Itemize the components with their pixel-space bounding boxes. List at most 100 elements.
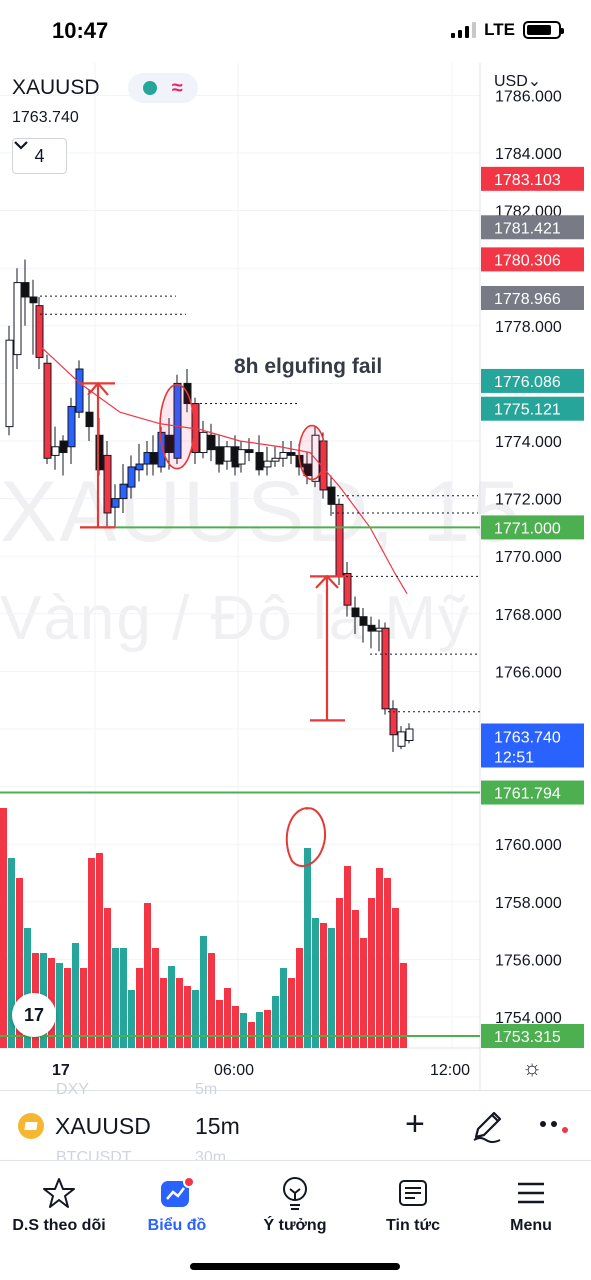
bottom-navigation: D.S theo dõi Biểu đồ Ý tưởng Tin tức Men… [0,1160,591,1280]
volume-bar [336,898,343,1048]
candle-body [398,732,405,746]
candle-body [76,369,83,412]
price-tag-label: 1781.421 [494,220,561,237]
volume-bar [304,848,311,1048]
chevron-down-icon [13,139,29,151]
candle-body [30,297,37,303]
candle-body [360,617,367,626]
tradingview-logo-icon[interactable]: 17 [12,993,56,1037]
candle-body [280,453,287,459]
market-status-pill[interactable]: ≈ [128,73,198,103]
candle-body [68,406,75,446]
volume-bar [0,808,7,1048]
chart-annotation-text[interactable]: 8h elgufing fail [234,355,382,379]
chart-area[interactable]: XAUUSD, 15 Vàng / Đô la Mỹ 1786.000 1784.… [0,63,591,1090]
candle-body [120,484,127,498]
candle-body [208,435,215,449]
nav-item-news[interactable]: Tin tức [354,1161,472,1241]
price-tag-label: 1775.121 [494,402,561,419]
volume-bar [392,908,399,1048]
volume-bar [224,988,231,1048]
drawing-pen-icon[interactable] [470,1109,504,1148]
candle-body [382,628,389,709]
volume-bar [120,948,127,1048]
price-tick-label: 1756.000 [495,952,562,969]
volume-bar [384,878,391,1048]
volume-bar [208,953,215,1048]
candle-body [136,464,143,470]
price-tag-label: 1780.306 [494,252,561,269]
volume-bar [144,903,151,1048]
indicators-toggle-button[interactable]: 4 [12,138,67,174]
volume-bar [184,986,191,1048]
bar-countdown: 12:51 [494,749,534,766]
volume-bar [328,928,335,1048]
candle-body [272,458,279,461]
battery-icon [523,21,561,39]
candle-body [368,625,375,631]
price-tick-label: 1778.000 [495,319,562,336]
candle-body [336,504,343,576]
indicator-count: 4 [34,146,44,167]
volume-bar [344,866,351,1048]
lightbulb-icon [278,1173,312,1213]
add-plus-icon[interactable]: + [405,1107,425,1141]
nav-item-watchlist[interactable]: D.S theo dõi [0,1161,118,1241]
volume-bar [200,936,207,1048]
candle-body [344,573,351,605]
candle-body [6,340,13,426]
candle-body [14,283,21,355]
price-tick-label: 1770.000 [495,549,562,566]
delayed-data-icon: ≈ [172,78,183,98]
nav-item-chart[interactable]: Biểu đồ [118,1161,236,1241]
volume-bar [264,1010,271,1048]
price-tick-label: 1774.000 [495,434,562,451]
gold-bar-icon [18,1113,44,1139]
volume-bar [368,898,375,1048]
highlight-ellipse [160,385,194,469]
candle-body [406,729,413,741]
candle-body [22,283,29,297]
candle-body [104,455,111,513]
timeframe-selector[interactable]: 15m [195,1113,240,1140]
volume-bar [320,923,327,1048]
currency-selector[interactable]: USD⌄ [494,71,541,91]
volume-bar [312,918,319,1048]
candle-body [256,453,263,470]
chart-symbol[interactable]: XAUUSD [12,76,100,100]
price-tag-label: 1778.966 [494,291,561,308]
chart-last-price: 1763.740 [12,109,79,127]
candle-body [264,461,271,467]
volume-bar [240,1013,247,1048]
nav-item-ideas[interactable]: Ý tưởng [236,1161,354,1241]
status-time: 10:47 [52,18,108,44]
time-tick-label: 12:00 [430,1062,470,1079]
volume-bar [128,990,135,1048]
timeframe-picker-prev[interactable]: 5m [195,1081,217,1099]
candle-body [150,453,157,465]
gear-icon[interactable]: ☼ [522,1055,542,1081]
symbol-selector[interactable]: XAUUSD [55,1113,151,1140]
candle-body [390,709,397,735]
candle-body [86,412,93,426]
home-indicator [190,1263,400,1270]
price-tag-label: 1783.103 [494,172,561,189]
candle-body [36,306,43,358]
candle-body [238,450,245,464]
nav-item-menu[interactable]: Menu [472,1161,590,1241]
volume-bar [352,910,359,1048]
price-tag-label: 1771.000 [494,520,561,537]
time-tick-label: 06:00 [214,1062,254,1079]
chart-canvas[interactable]: 1786.0001784.0001782.0001778.0001774.000… [0,63,591,1090]
candle-body [288,453,295,456]
volume-bar [296,948,303,1048]
candle-body [60,441,67,453]
more-options-icon[interactable] [540,1121,568,1133]
volume-bar [216,1000,223,1048]
volume-bar [96,853,103,1048]
candle-body [352,608,359,617]
symbol-picker-prev[interactable]: DXY [56,1081,89,1099]
chart-icon [157,1173,197,1213]
volume-bar [376,868,383,1048]
